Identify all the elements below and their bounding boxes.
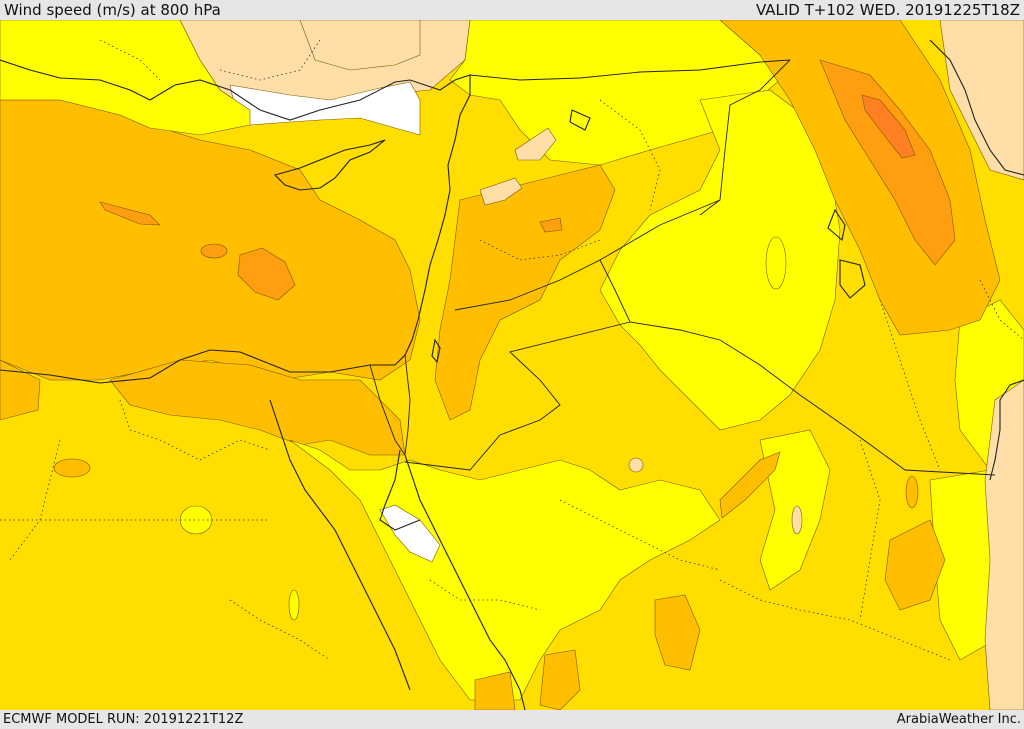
orange-blob-levant: [539, 217, 563, 233]
amber-region-west: [0, 99, 421, 381]
peach-region-ne: [939, 20, 1024, 181]
amber-region-levant: [434, 164, 616, 421]
amber-patch-south-2: [539, 649, 581, 710]
amber-region-sw: [0, 359, 41, 421]
yellow-region-south: [289, 439, 721, 701]
peach-patch-arabia-2: [791, 505, 803, 535]
credit: ArabiaWeather Inc.: [896, 712, 1021, 727]
yellow-region-north: [0, 20, 251, 136]
valid-time: VALID T+102 WED. 20191225T18Z: [755, 1, 1020, 19]
wind-speed-map[interactable]: [0, 20, 1024, 710]
peach-patch-syria: [514, 127, 557, 161]
peach-patch-arabia: [628, 457, 644, 473]
peach-region-top-mid: [299, 20, 421, 71]
orange-region-zagros: [819, 59, 956, 266]
amber-patch-se: [884, 519, 946, 611]
model-run: ECMWF MODEL RUN: 20191221T12Z: [3, 712, 244, 727]
chart-title: Wind speed (m/s) at 800 hPa: [4, 1, 221, 19]
deep-orange-core: [861, 94, 916, 159]
header-bar: Wind speed (m/s) at 800 hPa VALID T+102 …: [0, 0, 1024, 20]
coastline-icon: [0, 39, 1024, 710]
yellow-patch-egypt-2: [288, 589, 300, 621]
map-svg: [0, 20, 1024, 710]
orange-blob-small: [200, 243, 228, 259]
border-icon: [369, 59, 996, 476]
orange-blob-sea: [237, 247, 296, 301]
amber-patch-south-3: [474, 671, 516, 710]
amber-streak-arabia: [719, 451, 781, 519]
amber-patch-south-1: [654, 594, 701, 671]
admin-lines: [0, 39, 1024, 661]
amber-region-egypt: [109, 359, 406, 456]
peach-patch-lebanon: [479, 177, 523, 206]
yellow-patch-iraq: [765, 236, 787, 290]
amber-patch-libya: [53, 458, 91, 478]
footer-bar: ECMWF MODEL RUN: 20191221T12Z ArabiaWeat…: [0, 710, 1024, 729]
orange-streak-sea: [99, 201, 161, 226]
amber-patch-east-small: [905, 475, 919, 509]
white-patch-gulf: [379, 504, 441, 563]
